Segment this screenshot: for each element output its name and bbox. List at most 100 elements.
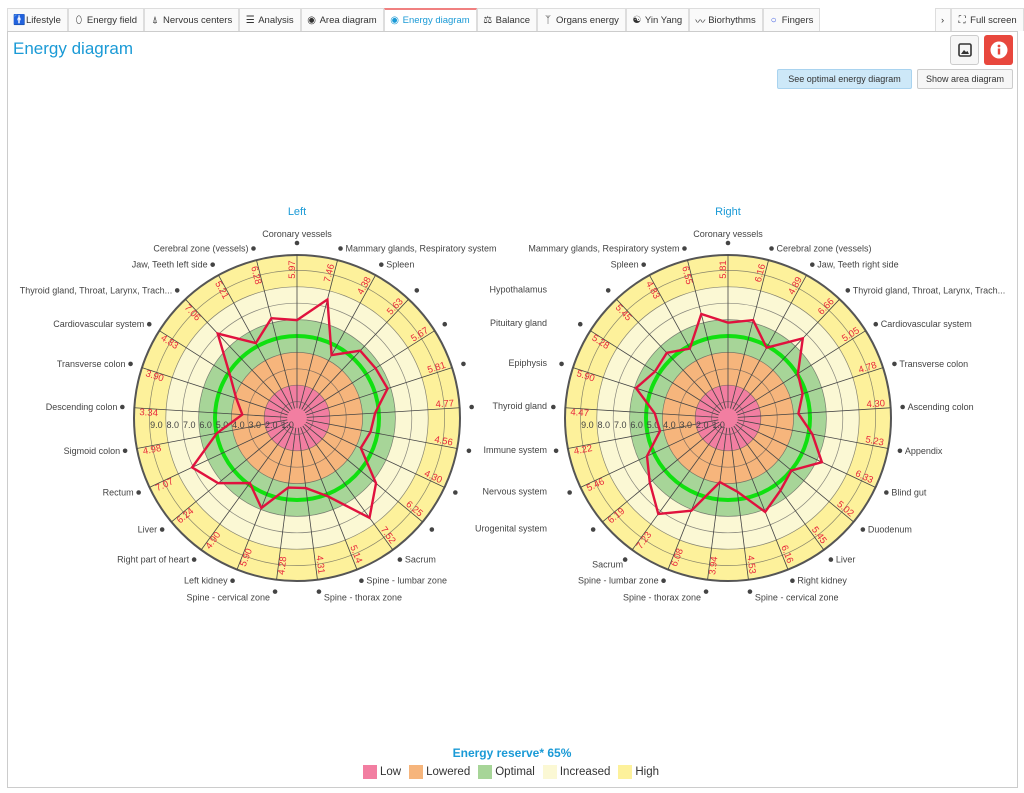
spoke-dot <box>159 527 165 532</box>
category-label: Thyroid gland, Throat, Larynx, Trach... <box>853 285 1005 295</box>
tab-bar: 🚹 Lifestyle ⬯ Energy field ⍋ Nervous centers ☰… <box>7 8 821 31</box>
spoke <box>236 427 294 570</box>
spoke <box>736 421 876 488</box>
tab-nervous-centers[interactable]: ⍋ Nervous centers <box>144 8 240 31</box>
spoke <box>305 330 435 414</box>
ring-label: 5.0 <box>647 420 660 430</box>
value-label: 4.28 <box>276 556 289 576</box>
chakra-icon: ⍋ <box>152 14 159 26</box>
category-label: Liver <box>836 555 856 565</box>
spoke <box>733 425 825 551</box>
category-label: Pituitary gland <box>490 318 547 328</box>
see-optimal-diagram-button[interactable]: See optimal energy diagram <box>777 69 912 89</box>
category-label: Blind gut <box>891 488 927 498</box>
tab-fingers[interactable]: ○ Fingers <box>762 8 821 31</box>
ring-label: 3.0 <box>680 420 693 430</box>
category-label: Hypothalamus <box>489 284 547 294</box>
yinyang-icon: ☯ <box>632 14 642 26</box>
spoke <box>735 423 854 523</box>
category-label: Immune system <box>483 445 547 455</box>
spoke-dot <box>316 589 322 594</box>
chart-title: Right <box>715 206 741 218</box>
save-image-button[interactable] <box>950 35 979 65</box>
category-label: Cerebral zone (vessels) <box>153 243 248 253</box>
category-label: Sacrum <box>405 555 436 565</box>
lungs-icon: ᛉ <box>545 14 552 26</box>
spoke-dot <box>567 490 572 495</box>
legend-label: High <box>635 766 660 778</box>
category-label: Coronary vessels <box>693 229 763 239</box>
spoke-dot <box>590 527 596 532</box>
tab-label: Yin Yang <box>644 14 683 26</box>
tab-balance[interactable]: ⚖ Balance <box>476 8 538 31</box>
person-icon: 🚹 <box>13 14 26 26</box>
tab-label: Area diagram <box>319 14 377 26</box>
legend-swatch <box>409 765 424 779</box>
value-label: 5.97 <box>287 260 298 279</box>
expand-icon: ⛶ <box>958 14 966 26</box>
spoke-dot <box>747 589 753 594</box>
spoke-dot <box>272 589 278 594</box>
tab-biorhythms[interactable]: 〰 Biorhythms <box>689 8 763 31</box>
category-label: Thyroid gland, Throat, Larynx, Trach... <box>20 285 172 295</box>
ring-label: 6.0 <box>630 420 643 430</box>
category-label: Coronary vessels <box>262 229 332 239</box>
value-label: 4.56 <box>433 434 453 448</box>
tab-energy-field[interactable]: ⬯ Energy field <box>67 8 145 31</box>
spoke-dot <box>810 262 815 267</box>
info-button[interactable] <box>984 35 1013 65</box>
legend-label: Low <box>380 766 402 778</box>
tab-organs-energy[interactable]: ᛉ Organs energy <box>537 8 626 31</box>
legend-item: Optimal <box>478 765 535 779</box>
energy-line <box>190 297 389 520</box>
tab-label: Biorhythms <box>708 14 756 26</box>
category-label: Epiphysis <box>508 358 547 368</box>
value-label: 3.90 <box>144 368 165 384</box>
tab-lifestyle[interactable]: 🚹 Lifestyle <box>7 8 68 31</box>
spoke <box>580 421 720 488</box>
spoke <box>306 367 453 416</box>
category-label: Right kidney <box>797 576 847 586</box>
spoke-dot <box>860 527 866 532</box>
category-label: Spleen <box>386 260 414 270</box>
spoke <box>276 427 297 580</box>
spoke-dot <box>442 321 448 327</box>
spoke-dot <box>828 557 834 562</box>
value-label: 5.81 <box>718 260 729 279</box>
tab-yin-yang[interactable]: ☯ Yin Yang <box>625 8 690 31</box>
spoke <box>687 260 726 409</box>
ring-label: 5.0 <box>216 420 229 430</box>
spoke-dot <box>338 246 343 251</box>
tab-label: Energy diagram <box>402 15 470 26</box>
radar-chart-right: Right 5.81 Coronary vessels 6.16 Cerebral zo… <box>475 206 1005 603</box>
spoke <box>305 421 445 488</box>
category-label: Urogenital system <box>475 524 547 534</box>
tab-label: Analysis <box>258 14 294 26</box>
category-label: Spine - cervical zone <box>755 593 839 603</box>
ring-icon: ○ <box>770 14 777 26</box>
spoke-dot <box>397 557 403 562</box>
spoke-dot <box>897 448 903 454</box>
spoke <box>565 407 719 418</box>
category-label: Appendix <box>905 446 943 456</box>
tab-energy-diagram[interactable]: ◉ Energy diagram <box>383 8 477 31</box>
more-tabs-button[interactable]: › <box>935 8 952 31</box>
fullscreen-button[interactable]: ⛶ Full screen <box>951 8 1024 31</box>
spoke <box>737 367 884 416</box>
tab-area-diagram[interactable]: ◉ Area diagram <box>300 8 384 31</box>
spoke-dot <box>136 490 141 495</box>
spoke-dot <box>466 448 472 454</box>
spoke <box>572 367 719 416</box>
value-label: 5.90 <box>575 368 596 384</box>
tab-analysis[interactable]: ☰ Analysis <box>239 8 301 31</box>
spoke <box>302 425 394 551</box>
category-label: Cerebral zone (vessels) <box>777 243 872 253</box>
spoke <box>134 407 288 418</box>
spoke <box>300 427 358 570</box>
ring-label: 6.0 <box>199 420 212 430</box>
spoke-dot <box>622 557 628 562</box>
category-label: Spine - lumbar zone <box>366 576 447 586</box>
show-area-diagram-button[interactable]: Show area diagram <box>917 69 1013 89</box>
spoke-dot <box>469 404 474 410</box>
